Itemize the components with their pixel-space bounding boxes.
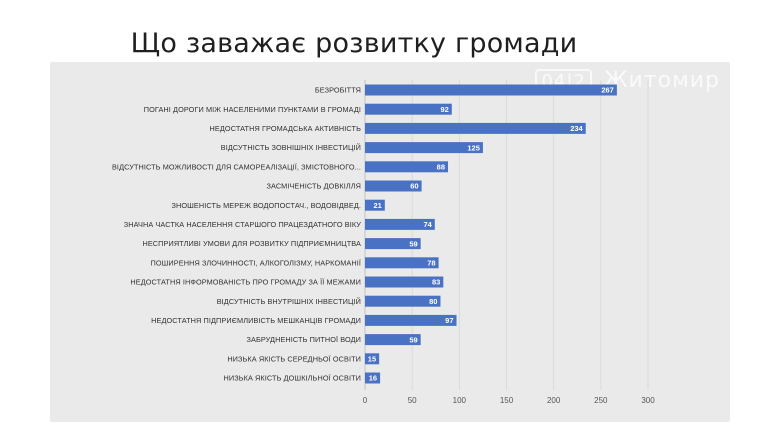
data-label: 92 [440, 105, 448, 114]
data-label: 60 [410, 182, 418, 191]
category-label: НЕДОСТАТНЯ ІНФОРМОВАНІСТЬ ПРО ГРОМАДУ ЗА… [130, 278, 361, 287]
category-label: ЗАСМІЧЕНІСТЬ ДОВКІЛЛЯ [267, 182, 361, 191]
bar [365, 180, 422, 192]
x-tick-label: 0 [363, 396, 368, 405]
category-label: ВІДСУТНІСТЬ МОЖЛИВОСТІ ДЛЯ САМОРЕАЛІЗАЦІ… [112, 162, 361, 171]
bar [365, 84, 617, 96]
category-label: ВІДСУТНІСТЬ ВНУТРІШНІХ ІНВЕСТИЦІЙ [217, 297, 361, 306]
data-label: 80 [429, 297, 437, 306]
bar [365, 314, 457, 326]
bar [365, 257, 439, 269]
category-label: ПОГАНІ ДОРОГИ МІЖ НАСЕЛЕНИМИ ПУНКТАМИ В … [144, 105, 361, 114]
bar [365, 238, 421, 250]
data-label: 21 [373, 201, 381, 210]
bar [365, 295, 441, 307]
category-label: ЗНОШЕНІСТЬ МЕРЕЖ ВОДОПОСТАЧ., ВОДОВІДВЕД… [171, 201, 361, 210]
data-label: 59 [409, 239, 417, 248]
category-label: БЕЗРОБІТТЯ [315, 86, 361, 95]
x-tick-label: 50 [408, 396, 417, 405]
bar [365, 372, 381, 384]
bar [365, 353, 380, 365]
category-label: ПОШИРЕННЯ ЗЛОЧИННОСТІ, АЛКОГОЛІЗМУ, НАРК… [151, 258, 362, 267]
bar [365, 122, 586, 134]
category-label: ВІДСУТНІСТЬ ЗОВНІШНІХ ІНВЕСТИЦІЙ [221, 143, 361, 152]
bars-group [365, 84, 617, 384]
watermark-text: Житомир [603, 68, 720, 93]
category-label: ЗНАЧНА ЧАСТКА НАСЕЛЕННЯ СТАРШОГО ПРАЦЕЗД… [124, 220, 362, 229]
x-axis-tick-labels: 0 50 100 150 200 250 300 [363, 396, 655, 405]
data-label: 125 [467, 143, 480, 152]
category-labels: БЕЗРОБІТТЯ ПОГАНІ ДОРОГИ МІЖ НАСЕЛЕНИМИ П… [112, 86, 362, 383]
x-tick-label: 100 [453, 396, 467, 405]
bar [365, 103, 452, 115]
bar [365, 142, 483, 154]
data-label: 267 [601, 86, 614, 95]
bar [365, 161, 449, 173]
data-label: 234 [570, 124, 583, 133]
category-label: ЗАБРУДНЕНІСТЬ ПИТНОЇ ВОДИ [246, 335, 361, 344]
data-label: 97 [445, 316, 453, 325]
slide-title: Що заважає розвитку громади [130, 28, 578, 59]
category-label: НЕДОСТАТНЯ ГРОМАДСЬКА АКТИВНІСТЬ [210, 124, 362, 133]
category-label: НЕСПРИЯТЛИВІ УМОВИ ДЛЯ РОЗВИТКУ ПІДПРИЄМ… [142, 239, 361, 248]
data-label: 59 [409, 335, 417, 344]
data-label: 88 [437, 163, 445, 172]
category-label: НЕДОСТАТНЯ ПІДПРИЄМЛИВІСТЬ МЕШКАНЦІВ ГРО… [151, 316, 361, 325]
bar [365, 276, 444, 288]
data-label: 15 [368, 355, 376, 364]
data-label: 78 [427, 259, 435, 268]
value-labels: 267 92 234 125 88 60 21 74 59 78 83 80 97 59 15 16 [368, 86, 614, 383]
bar [365, 334, 421, 346]
bar [365, 199, 385, 211]
x-tick-label: 250 [594, 396, 608, 405]
x-tick-label: 150 [500, 396, 514, 405]
bar [365, 218, 435, 230]
data-label: 74 [423, 220, 432, 229]
x-tick-label: 300 [641, 396, 655, 405]
watermark-logo: 04|2 Житомир [535, 68, 720, 94]
data-label: 16 [369, 374, 377, 383]
category-label: НИЗЬКА ЯКІСТЬ ДОШКІЛЬНОЇ ОСВІТИ [223, 374, 361, 383]
x-tick-label: 200 [547, 396, 561, 405]
category-label: НИЗЬКА ЯКІСТЬ СЕРЕДНЬОЇ ОСВІТИ [227, 354, 361, 363]
data-label: 83 [432, 278, 440, 287]
